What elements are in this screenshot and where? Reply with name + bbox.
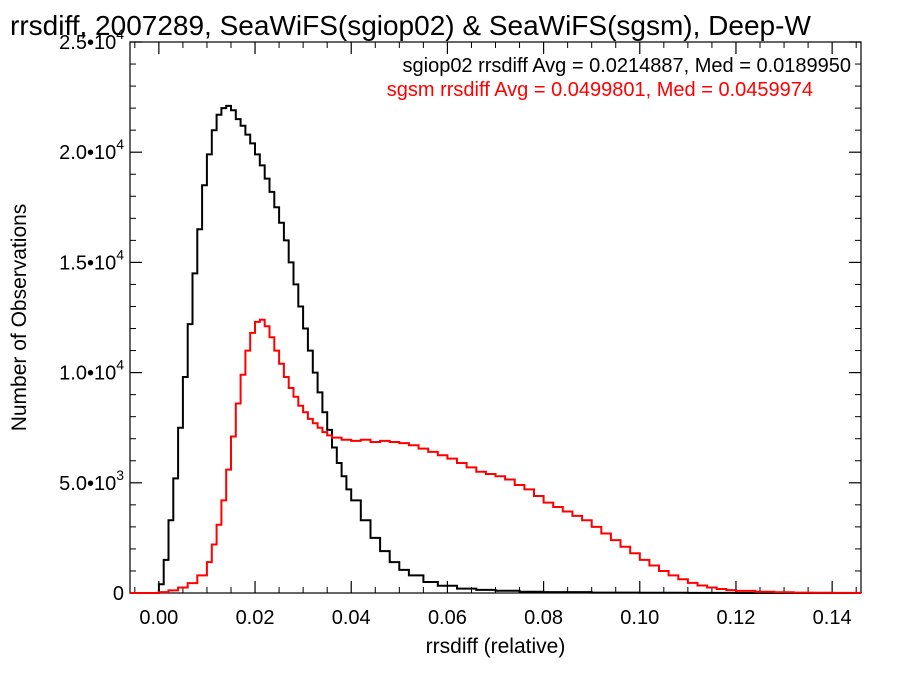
legend-entry-sgiop02: sgiop02 rrsdiff Avg = 0.0214887, Med = 0… [403, 55, 852, 77]
x-tick-label: 0.02 [236, 607, 275, 629]
y-tick-label: 2.0•104 [59, 136, 124, 164]
chart-title: rrsdiff, 2007289, SeaWiFS(sgiop02) & Sea… [10, 10, 811, 41]
y-tick-label: 2.5•104 [59, 26, 124, 54]
x-tick-label: 0.08 [524, 607, 563, 629]
axis-ticks [130, 41, 861, 594]
x-tick-label: 0.12 [716, 607, 755, 629]
y-tick-label: 1.0•104 [59, 357, 124, 385]
x-tick-label: 0.10 [620, 607, 659, 629]
x-tick-label: 0.14 [813, 607, 852, 629]
x-tick-label: 0.00 [139, 607, 178, 629]
x-tick-labels: 0.00 0.02 0.04 0.06 0.08 0.10 0.12 0.14 [139, 607, 851, 629]
y-tick-label: 0 [113, 583, 124, 605]
y-tick-label: 1.5•104 [59, 246, 124, 274]
y-tick-labels: 0 5.0•103 1.0•104 1.5•104 2.0•104 2.5•104 [59, 26, 124, 605]
series-sgiop02-line [130, 104, 861, 594]
y-axis-title: Number of Observations [8, 204, 31, 432]
series-layer [130, 104, 862, 594]
x-tick-label: 0.04 [332, 607, 371, 629]
series-sgsm-line [130, 318, 862, 594]
legend-entry-sgsm: sgsm rrsdiff Avg = 0.0499801, Med = 0.04… [387, 79, 813, 101]
x-axis-title: rrsdiff (relative) [426, 635, 566, 658]
y-tick-label: 5.0•103 [59, 467, 124, 495]
x-tick-label: 0.06 [428, 607, 467, 629]
